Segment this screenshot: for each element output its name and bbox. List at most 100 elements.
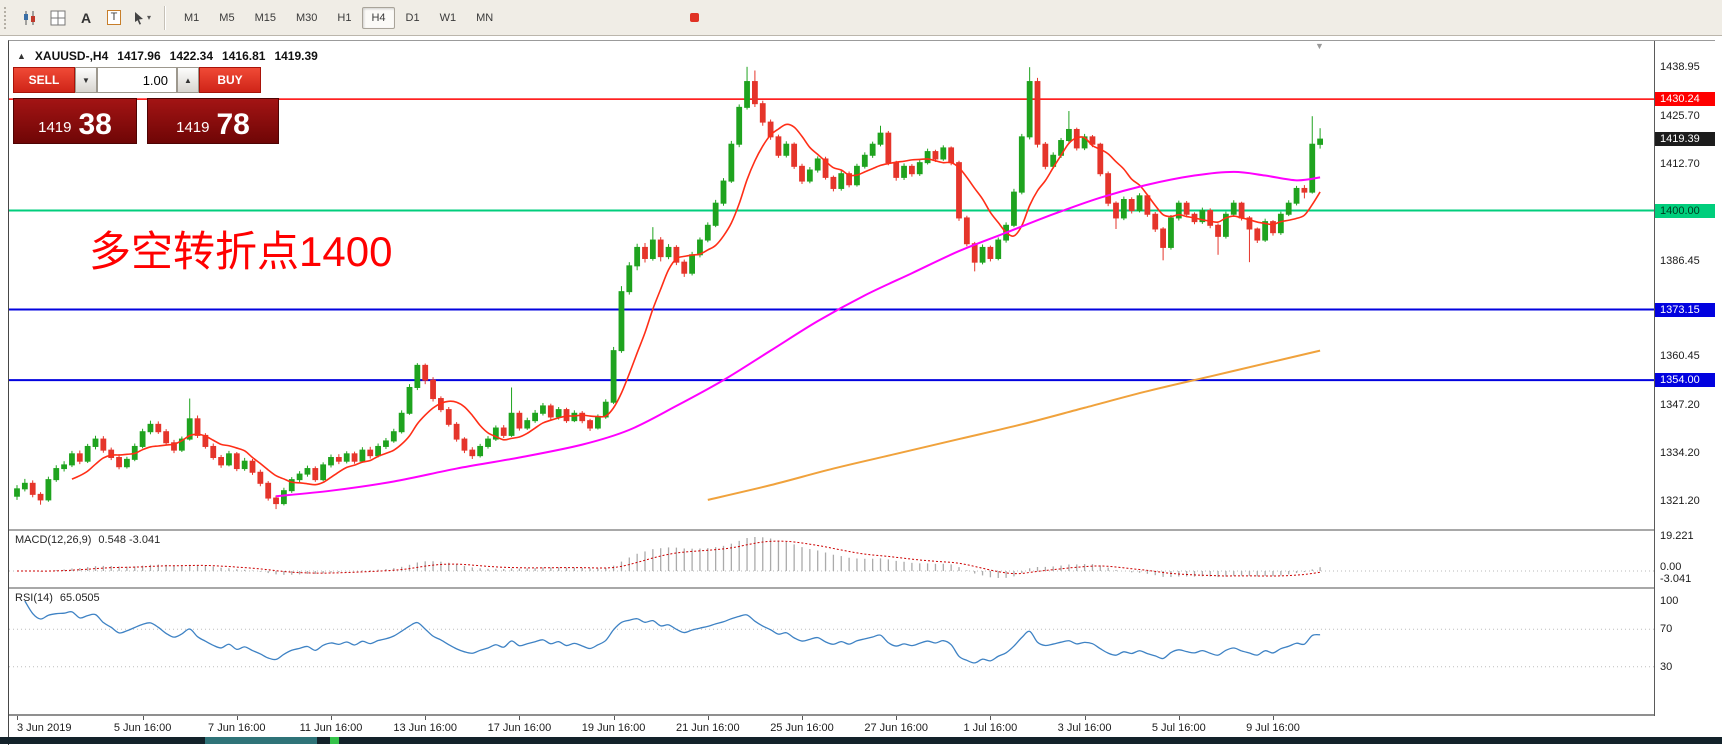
panel-splitter[interactable]	[9, 529, 1715, 531]
candle-body	[963, 217, 970, 245]
time-axis-tick	[236, 716, 238, 720]
time-axis[interactable]: 3 Jun 2019 5 Jun 16:00 7 Jun 16:00 11 Jun 1…	[9, 716, 1654, 738]
sell-button[interactable]: SELL	[13, 67, 75, 93]
candle-body	[861, 154, 868, 167]
quote-low: 1416.81	[222, 49, 266, 63]
candle-body	[869, 143, 876, 156]
candle-body	[744, 81, 750, 108]
toolbar-grip[interactable]	[4, 6, 11, 29]
lot-increase-button[interactable]: ▲	[177, 67, 199, 93]
tile-windows-icon-button[interactable]	[45, 5, 71, 31]
candle-body	[492, 427, 499, 440]
tile-windows-icon	[50, 10, 66, 26]
candle-body	[469, 449, 476, 457]
candle-body	[320, 464, 327, 481]
buy-price-display[interactable]: 1419 78	[147, 98, 279, 144]
candle-body	[21, 482, 28, 490]
panel-splitter[interactable]	[9, 587, 1715, 589]
taskbar-strip	[0, 737, 1722, 744]
candle-body	[1199, 210, 1206, 223]
quote-close: 1419.39	[274, 49, 318, 63]
candle-body	[1215, 224, 1221, 237]
macd-axis-label: 19.221	[1660, 530, 1694, 542]
time-axis-label: 19 Jun 16:00	[581, 722, 646, 734]
lot-decrease-button[interactable]: ▼	[75, 67, 97, 93]
candle-body	[775, 136, 782, 156]
timeframe-button-d1[interactable]: D1	[397, 7, 429, 29]
time-axis-label: 3 Jul 16:00	[1057, 722, 1112, 734]
time-axis-label: 3 Jun 2019	[17, 722, 72, 734]
time-axis-separator	[9, 714, 1715, 716]
price-line-badge: 1430.24	[1655, 92, 1715, 107]
time-axis-label: 5 Jun 16:00	[113, 722, 172, 734]
arrow-up-icon: ▲	[184, 75, 192, 85]
candle-body	[383, 440, 389, 447]
shapes-tool-button[interactable]: ▾	[129, 5, 155, 31]
timeframe-button-m15[interactable]: M15	[246, 7, 285, 29]
price-chart-plot[interactable]	[9, 41, 1654, 529]
timeframe-button-w1[interactable]: W1	[431, 7, 466, 29]
candle-body	[139, 431, 146, 447]
candle-body	[116, 457, 122, 468]
macd-indicator-plot[interactable]	[9, 532, 1654, 587]
time-axis-label: 21 Jun 16:00	[675, 722, 740, 734]
taskbar-segment	[205, 737, 317, 744]
candle-body	[626, 265, 633, 293]
candle-body	[273, 497, 279, 505]
time-axis-tick	[17, 716, 18, 720]
candle-body	[124, 458, 130, 468]
macd-signal-line	[16, 540, 1321, 577]
timeframe-button-m1[interactable]: M1	[175, 7, 208, 29]
candle-body	[1113, 202, 1119, 219]
timeframe-button-mn[interactable]: MN	[467, 7, 502, 29]
toolbar: A T ▾ M1 M5 M15 M30 H1 H4 D1 W1 MN	[0, 0, 1722, 36]
candle-body	[477, 445, 484, 457]
buy-button[interactable]: BUY	[199, 67, 261, 93]
candle-body	[328, 457, 334, 466]
candle-body	[29, 482, 36, 495]
candlestick-chart-icon-button[interactable]	[17, 5, 43, 31]
time-axis-tick	[331, 716, 332, 720]
candle-body	[610, 350, 617, 403]
lot-size-input[interactable]	[97, 67, 177, 93]
candle-body	[901, 165, 907, 178]
candle-body	[312, 468, 319, 481]
candle-body	[1011, 191, 1017, 226]
candle-body	[1160, 228, 1166, 248]
time-axis-label: 1 Jul 16:00	[963, 722, 1018, 734]
timeframe-toolbar: M1 M5 M15 M30 H1 H4 D1 W1 MN	[175, 6, 502, 29]
time-axis-label: 11 Jun 16:00	[299, 722, 363, 734]
candle-body	[1066, 128, 1072, 142]
price-line-badge: 1419.39	[1655, 132, 1715, 147]
time-axis-tick	[142, 716, 144, 720]
timeframe-button-m30[interactable]: M30	[287, 7, 326, 29]
candle-body	[61, 464, 68, 470]
candle-body	[37, 493, 44, 501]
candle-body	[759, 103, 766, 123]
candle-body	[1223, 213, 1229, 237]
rs-title: RSI(14)	[15, 592, 53, 604]
quote-open: 1417.96	[117, 49, 161, 63]
timeframe-button-h1[interactable]: H1	[328, 7, 360, 29]
panel-collapse-icon[interactable]: ▲	[17, 51, 26, 61]
timeframe-button-m5[interactable]: M5	[210, 7, 243, 29]
candle-body	[406, 386, 413, 414]
candle-body	[53, 468, 60, 481]
candle-body	[587, 420, 593, 429]
candle-body	[1238, 202, 1245, 219]
candle-body	[1026, 81, 1033, 138]
buy-price-base: 1419	[176, 119, 210, 136]
sell-price-display[interactable]: 1419 38	[13, 98, 137, 144]
rsi-indicator-label: RSI(14) 65.0505	[15, 592, 100, 604]
label-tool-button[interactable]: T	[101, 5, 127, 31]
price-axis[interactable]: 1438.95 1425.70 1412.70 1386.45 1360.45 1347.…	[1654, 41, 1715, 716]
price-axis-tick: 1412.70	[1660, 157, 1700, 170]
candle-body	[163, 431, 170, 444]
candle-body	[351, 453, 358, 462]
timeframe-button-h4[interactable]: H4	[362, 6, 395, 29]
candle-body	[822, 158, 829, 178]
text-tool-button[interactable]: A	[73, 5, 99, 31]
chart-text-annotation: 多空转折点1400	[89, 228, 393, 275]
rsi-indicator-plot[interactable]	[9, 590, 1654, 714]
time-axis-tick	[896, 716, 898, 720]
